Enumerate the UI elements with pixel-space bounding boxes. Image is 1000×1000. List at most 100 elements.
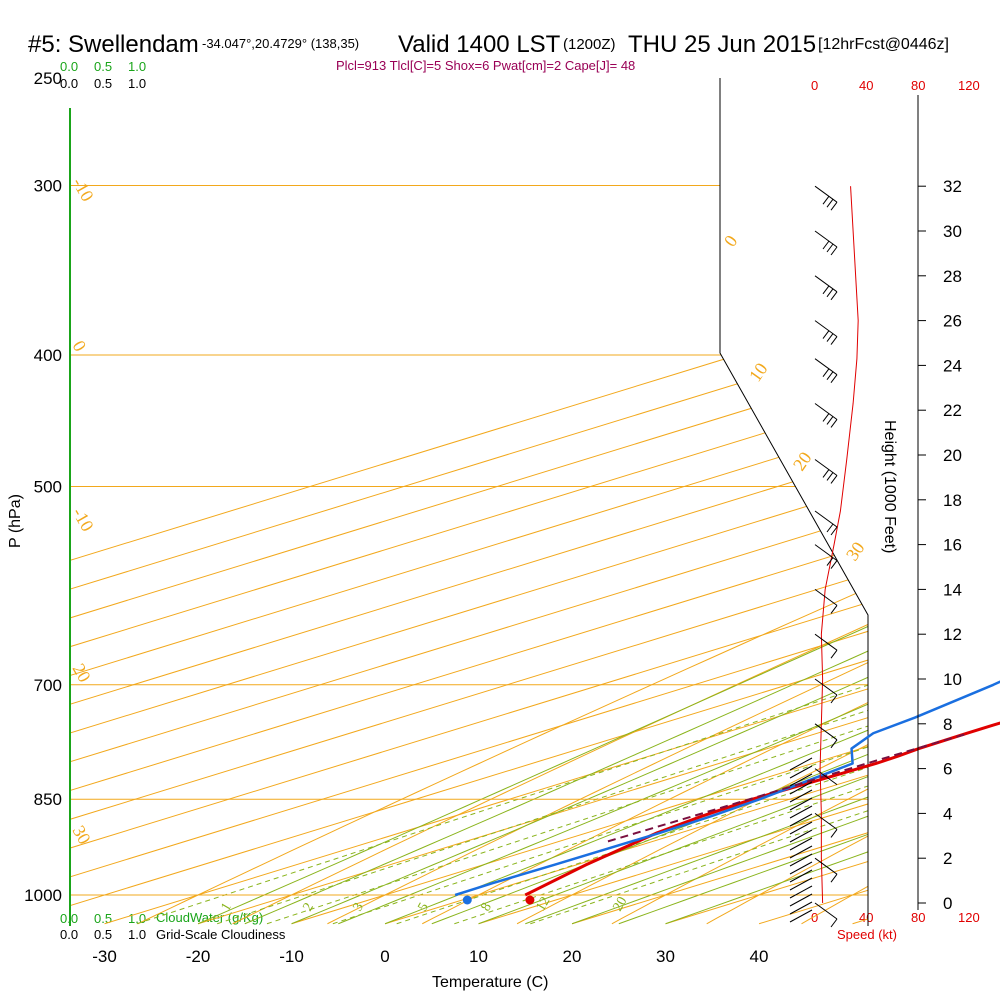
wind-barb-staff xyxy=(814,588,838,606)
wind-barb-flag xyxy=(822,368,830,377)
wind-barb-flag xyxy=(830,419,838,428)
wind-barb-flag xyxy=(826,371,834,380)
wind-barb-low xyxy=(789,893,813,907)
wind-barb-flag xyxy=(822,285,830,295)
parcel-line xyxy=(607,732,969,843)
wind-speed-line xyxy=(819,186,859,904)
isotherm-line xyxy=(70,78,868,925)
wind-barb-low xyxy=(789,845,813,859)
wind-barb-flag xyxy=(822,413,830,422)
wind-barb-low xyxy=(789,869,813,883)
wind-barb-staff xyxy=(814,768,838,786)
isotherm-line xyxy=(70,78,868,925)
temperature-tick-label: 30 xyxy=(656,947,675,966)
svg-text:0: 0 xyxy=(811,910,818,925)
wind-barb-flag xyxy=(822,240,830,250)
svg-text:80: 80 xyxy=(911,78,925,93)
height-tick-label: 22 xyxy=(943,401,962,420)
cloudiness-scale-top: 0.0 0.5 1.0 xyxy=(60,76,146,91)
pressure-tick-label: 300 xyxy=(34,176,62,195)
wind-barb-flag xyxy=(826,333,834,342)
height-tick-label: 6 xyxy=(943,760,952,779)
mixing-ratio-label: 3 xyxy=(350,900,366,914)
dry-adiabat-line xyxy=(706,78,868,925)
wind-barb-low xyxy=(789,821,813,835)
isotherm-line xyxy=(70,78,868,925)
mixing-ratio-label: 5 xyxy=(415,900,431,914)
dry-adiabats xyxy=(137,78,868,925)
height-tick-label: 30 xyxy=(943,222,962,241)
height-tick-label: 20 xyxy=(943,446,962,465)
wind-barb-low xyxy=(789,885,813,899)
cloud-water-label: CloudWater (g/Kg) xyxy=(156,910,263,925)
wind-barb-flag xyxy=(830,873,838,883)
isotherm-line xyxy=(70,78,868,925)
dewpoint-line xyxy=(454,680,1000,897)
svg-text:40: 40 xyxy=(859,78,873,93)
moist-adiabat-line xyxy=(384,78,868,925)
mixing-ratio-lines xyxy=(136,354,868,925)
pressure-tick-label: 700 xyxy=(34,676,62,695)
valid-zulu: (1200Z) xyxy=(563,36,616,53)
height-tick-label: 10 xyxy=(943,670,962,689)
dry-adiabat-line xyxy=(516,78,868,925)
wind-barb-low xyxy=(789,765,813,779)
wind-barb-flag xyxy=(830,336,838,345)
temperature-tick-label: 0 xyxy=(380,947,389,966)
temperature-tick-label: 40 xyxy=(750,947,769,966)
sounding-indices: Plcl=913 Tlcl[C]=5 Shox=6 Pwat[cm]=2 Cap… xyxy=(336,58,635,73)
isotherm-line xyxy=(104,78,868,925)
wind-barb-low xyxy=(789,861,813,875)
wind-barb-staff xyxy=(814,723,838,741)
wind-barb-low xyxy=(789,773,813,787)
wind-barb-flag xyxy=(830,475,838,484)
forecast-info: [12hrFcst@0446z] xyxy=(818,36,949,53)
dry-adiabat-line xyxy=(137,78,868,925)
wind-barb-flag xyxy=(822,330,830,339)
isotherm-line xyxy=(197,78,868,925)
isotherm-line xyxy=(758,78,868,925)
svg-text:1.0: 1.0 xyxy=(128,59,146,74)
moist-adiabat-line xyxy=(338,78,868,925)
temperature-tick-label: -30 xyxy=(92,947,117,966)
wind-barb-flag xyxy=(830,526,838,536)
isotherm-line xyxy=(70,78,868,925)
mixing-ratio-line xyxy=(136,354,868,925)
wind-barb-flag xyxy=(826,472,834,481)
wind-barb-low xyxy=(789,797,813,811)
isotherm-edge-label: 20 xyxy=(69,660,95,686)
wind-barb-flag xyxy=(822,195,830,205)
isotherm-edge-label: 30 xyxy=(69,822,95,848)
sounding-series xyxy=(454,680,1000,905)
isotherm-label: 30 xyxy=(842,538,869,564)
wind-barb-low xyxy=(789,837,813,851)
svg-text:0: 0 xyxy=(811,78,818,93)
wind-barb-flag xyxy=(830,649,838,659)
moist-adiabat-line xyxy=(244,78,868,925)
mixing-ratio-line xyxy=(530,354,868,925)
svg-text:0.5: 0.5 xyxy=(94,59,112,74)
wind-barb-flag xyxy=(826,523,834,533)
height-tick-label: 8 xyxy=(943,715,952,734)
height-tick-label: 4 xyxy=(943,804,952,823)
dry-adiabat-line xyxy=(327,78,868,925)
cloudiness-label: Grid-Scale Cloudiness xyxy=(156,927,286,942)
isotherm-label: 0 xyxy=(720,231,742,250)
wind-barb-staff xyxy=(814,633,838,651)
height-tick-label: 0 xyxy=(943,894,952,913)
wind-barb-low xyxy=(789,781,813,795)
wind-barb-flag xyxy=(830,560,838,569)
wind-barb-staff xyxy=(814,902,838,920)
wind-barb-low xyxy=(789,853,813,867)
mixing-ratio-label: 20 xyxy=(610,894,630,914)
wind-barb-flag xyxy=(830,605,838,614)
valid-date: THU 25 Jun 2015 xyxy=(628,31,816,58)
height-tick-label: 26 xyxy=(943,312,962,331)
height-tick-label: 14 xyxy=(943,580,962,599)
height-tick-label: 18 xyxy=(943,491,962,510)
isotherm-line xyxy=(70,78,868,925)
isotherm-edge-label: -10 xyxy=(69,174,98,205)
moist-adiabat-line xyxy=(525,78,868,925)
moist-adiabat-line xyxy=(478,78,868,925)
svg-text:120: 120 xyxy=(958,910,980,925)
